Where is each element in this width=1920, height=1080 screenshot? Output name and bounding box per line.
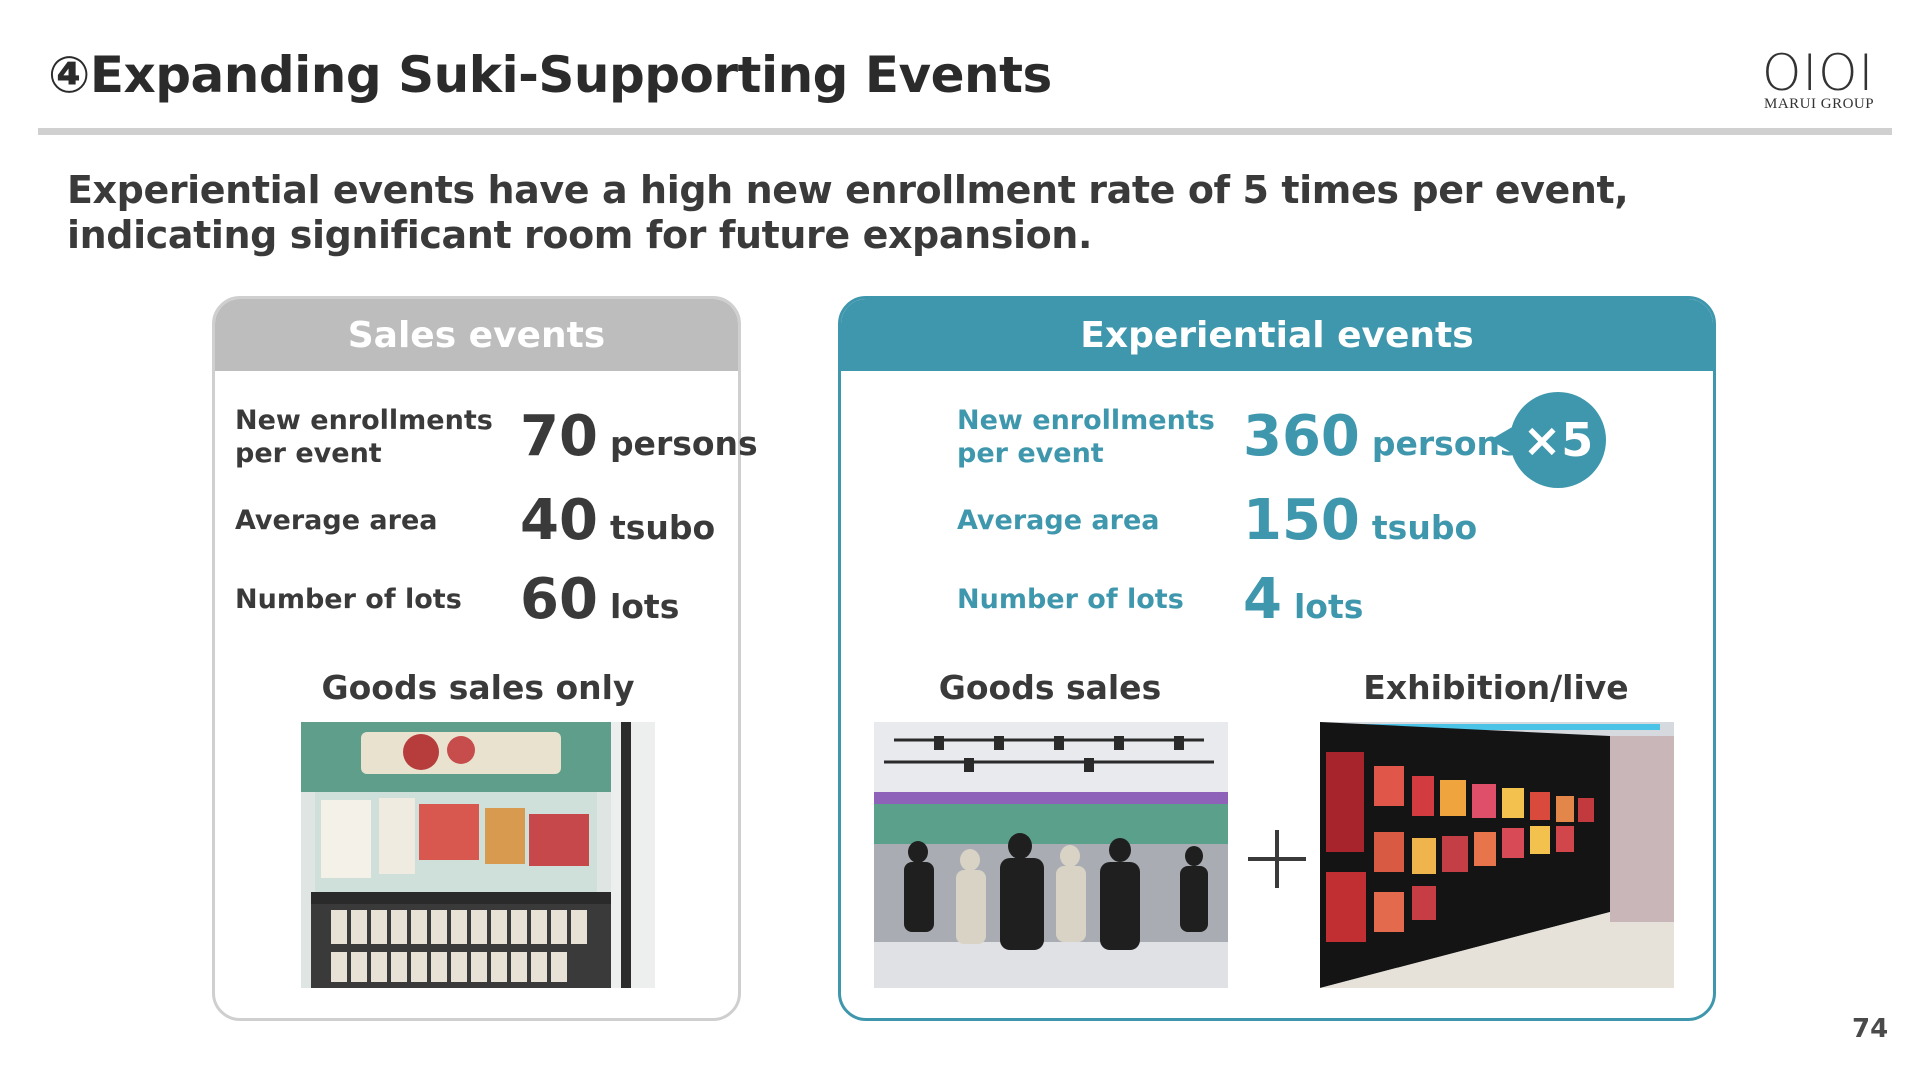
metric-label: New enrollments per event <box>957 405 1215 469</box>
logo-text: MARUI GROUP <box>1764 96 1875 112</box>
slide-subtitle: Experiential events have a high new enro… <box>67 168 1629 257</box>
metric-number: 60 <box>520 567 598 632</box>
goods-sales-caption: Goods sales <box>938 668 1162 707</box>
metric-label: New enrollments per event <box>235 405 493 469</box>
plus-icon <box>1248 830 1306 888</box>
exhibition-live-caption: Exhibition/live <box>1363 668 1629 707</box>
metric-number: 360 <box>1243 404 1360 469</box>
experiential-events-header: Experiential events <box>841 299 1713 371</box>
title-divider <box>38 128 1892 135</box>
metric-unit: persons <box>609 424 758 463</box>
page-title: ④Expanding Suki-Supporting Events <box>48 46 1052 104</box>
metric-value: 4 lots <box>1243 567 1363 632</box>
metric-unit: lots <box>1293 587 1364 626</box>
metric-value: 60 lots <box>520 567 679 632</box>
sales-photo-caption: Goods sales only <box>321 668 635 707</box>
metric-unit: tsubo <box>609 508 716 547</box>
marui-group-logo: OIOI MARUI GROUP <box>1756 44 1884 114</box>
logo-mark: OIOI <box>1762 44 1875 102</box>
metric-label: Average area <box>235 505 438 536</box>
metric-unit: tsubo <box>1371 508 1478 547</box>
metric-label: Number of lots <box>957 584 1184 615</box>
metric-label: Number of lots <box>235 584 462 615</box>
metric-number: 40 <box>520 488 598 553</box>
metric-unit: lots <box>609 587 680 626</box>
metric-value: 40 tsubo <box>520 488 715 553</box>
metric-label: Average area <box>957 505 1160 536</box>
metric-value: 360 persons <box>1243 404 1520 469</box>
goods-sales-crowd-photo <box>874 722 1228 988</box>
metric-number: 70 <box>520 404 598 469</box>
metric-number: 150 <box>1243 488 1360 553</box>
page-number: 74 <box>1852 1014 1889 1044</box>
metric-value: 150 tsubo <box>1243 488 1477 553</box>
sales-events-header: Sales events <box>215 299 738 371</box>
metric-value: 70 persons <box>520 404 758 469</box>
multiplier-badge: ×5 <box>1510 392 1606 488</box>
exhibition-wall-photo <box>1320 722 1674 988</box>
metric-number: 4 <box>1243 567 1282 632</box>
goods-sales-shelf-photo <box>301 722 655 988</box>
